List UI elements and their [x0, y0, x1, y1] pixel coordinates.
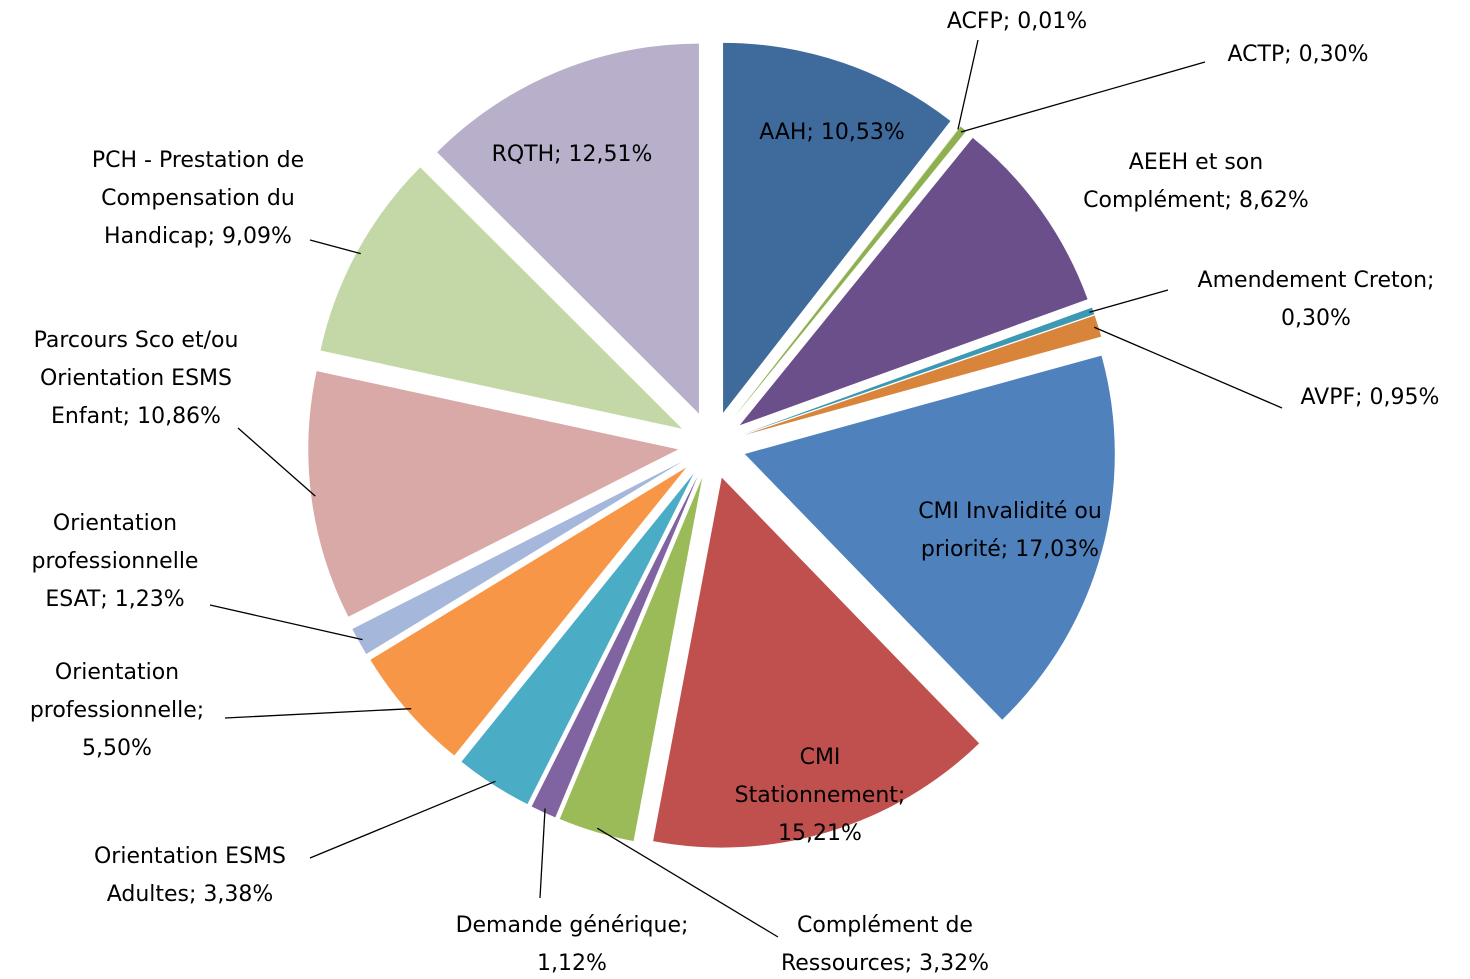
pie-slice	[370, 467, 687, 756]
data-label: ESAT; 1,23%	[45, 587, 184, 612]
pie-slice	[437, 43, 699, 414]
pie-slice	[559, 477, 703, 842]
data-label: PCH - Prestation de	[92, 148, 304, 173]
data-label: Handicap; 9,09%	[104, 224, 292, 249]
data-label: Orientation ESMS	[40, 366, 232, 391]
leader-line	[309, 239, 361, 255]
data-label: CMI Invalidité ou	[918, 499, 1102, 524]
data-label: 1,12%	[537, 951, 607, 976]
data-label: 0,30%	[1281, 306, 1351, 331]
data-label: Stationnement;	[735, 783, 906, 808]
pie-slice	[352, 461, 683, 654]
data-label: Orientation ESMS	[94, 844, 286, 869]
pie-slice	[653, 477, 980, 848]
pie-slice	[744, 307, 1095, 434]
data-label: Compensation du	[101, 186, 295, 211]
data-label: professionnelle	[32, 549, 199, 574]
data-label: AEEH et son	[1129, 150, 1263, 175]
leader-line	[596, 827, 779, 938]
leader-line	[539, 808, 546, 899]
pie-slice	[461, 473, 694, 805]
pie-slice	[732, 126, 961, 419]
pie-slice	[308, 371, 679, 617]
leader-line	[1094, 326, 1283, 409]
pie-slice	[733, 126, 967, 419]
data-label: CMI	[800, 745, 841, 770]
data-label: ACTP; 0,30%	[1227, 42, 1368, 67]
data-label: professionnelle;	[30, 698, 204, 723]
leader-line	[209, 604, 363, 641]
data-label: Complément; 8,62%	[1083, 188, 1309, 213]
data-label: AAH; 10,53%	[759, 120, 905, 145]
data-label: Enfant; 10,86%	[51, 404, 221, 429]
data-label: priorité; 17,03%	[921, 537, 1099, 562]
data-label: Amendement Creton;	[1198, 268, 1435, 293]
leader-line	[957, 39, 979, 130]
leader-line	[237, 427, 316, 497]
data-label: 15,21%	[778, 821, 862, 846]
pie-slice	[320, 167, 683, 429]
leader-line	[1089, 289, 1169, 313]
leader-line	[224, 708, 412, 719]
data-label: Adultes; 3,38%	[107, 882, 274, 907]
data-label: AVPF; 0,95%	[1301, 385, 1440, 410]
pie-slice	[744, 315, 1102, 435]
data-label: Complément de	[797, 913, 973, 938]
data-label: 5,50%	[82, 736, 152, 761]
pie-slice	[723, 42, 951, 413]
leader-line	[960, 61, 1206, 133]
data-label: Ressources; 3,32%	[781, 951, 989, 976]
leader-line	[309, 780, 496, 859]
data-label: Parcours Sco et/ou	[34, 328, 239, 353]
data-label: Orientation	[53, 511, 177, 536]
data-label: ACFP; 0,01%	[947, 9, 1087, 34]
data-label: Orientation	[55, 660, 179, 685]
pie-slice	[744, 355, 1115, 720]
data-label: Demande générique;	[456, 913, 689, 938]
pie-slice	[739, 137, 1088, 426]
data-label: RQTH; 12,51%	[492, 142, 653, 167]
pie-slice	[531, 475, 698, 818]
